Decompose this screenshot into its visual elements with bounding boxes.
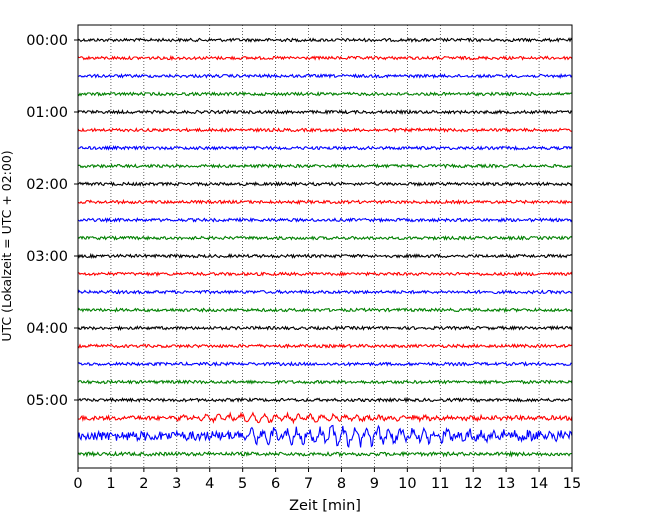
x-tick-label: 7 (304, 476, 313, 492)
x-axis-label: Zeit [min] (289, 498, 361, 514)
x-tick-label: 13 (497, 476, 515, 492)
x-tick-label: 2 (139, 476, 148, 492)
y-axis-label: UTC (Lokalzeit = UTC + 02:00) (0, 150, 14, 341)
x-tick-label: 8 (337, 476, 346, 492)
y-tick-label: 00:00 (26, 33, 68, 49)
x-tick-label: 1 (106, 476, 115, 492)
trace-0145 (77, 163, 573, 169)
x-tick-label: 4 (205, 476, 214, 492)
x-tick-label: 11 (431, 476, 449, 492)
plot-frame (77, 24, 573, 469)
trace-0030 (78, 72, 573, 79)
trace-0545 (77, 450, 573, 458)
trace-0015 (77, 54, 573, 62)
trace-0045 (77, 91, 573, 97)
y-tick-label: 03:00 (26, 249, 68, 265)
trace-0500 (77, 396, 573, 404)
trace-0515 (78, 411, 573, 425)
trace-0530 (77, 424, 573, 448)
y-tick-label: 04:00 (26, 321, 68, 337)
trace-0430 (77, 360, 573, 367)
seismogram-traces (77, 37, 573, 458)
y-tick-label: 05:00 (26, 393, 68, 409)
trace-0215 (77, 198, 573, 206)
x-tick-label: 6 (271, 476, 280, 492)
trace-0400 (77, 324, 573, 331)
y-axis-ticks: 00:00 01:00 02:00 03:00 04:00 05:00 (26, 33, 78, 409)
trace-0330 (77, 288, 573, 295)
trace-0245 (77, 235, 573, 241)
x-axis-ticks: 0 1 2 3 4 5 6 7 8 9 10 11 12 13 14 15 (73, 468, 581, 492)
x-tick-label: 12 (464, 476, 482, 492)
trace-0445 (77, 379, 573, 386)
trace-0115 (77, 127, 573, 133)
trace-0315 (77, 270, 573, 278)
x-tick-label: 14 (530, 476, 548, 492)
y-tick-label: 02:00 (26, 177, 68, 193)
trace-0415 (77, 343, 573, 349)
x-tick-label: 15 (563, 476, 581, 492)
trace-0345 (77, 306, 573, 314)
y-tick-label: 01:00 (26, 105, 68, 121)
trace-0130 (77, 145, 573, 151)
trace-0300 (77, 252, 573, 259)
x-tick-label: 5 (238, 476, 247, 492)
x-tick-label: 0 (73, 476, 82, 492)
x-tick-label: 10 (398, 476, 416, 492)
trace-0000 (77, 37, 573, 43)
x-tick-label: 3 (172, 476, 181, 492)
vertical-grid-lines (110, 25, 540, 468)
trace-0230 (77, 216, 573, 224)
x-tick-label: 9 (370, 476, 379, 492)
trace-0200 (77, 181, 573, 187)
trace-0100 (77, 108, 573, 116)
